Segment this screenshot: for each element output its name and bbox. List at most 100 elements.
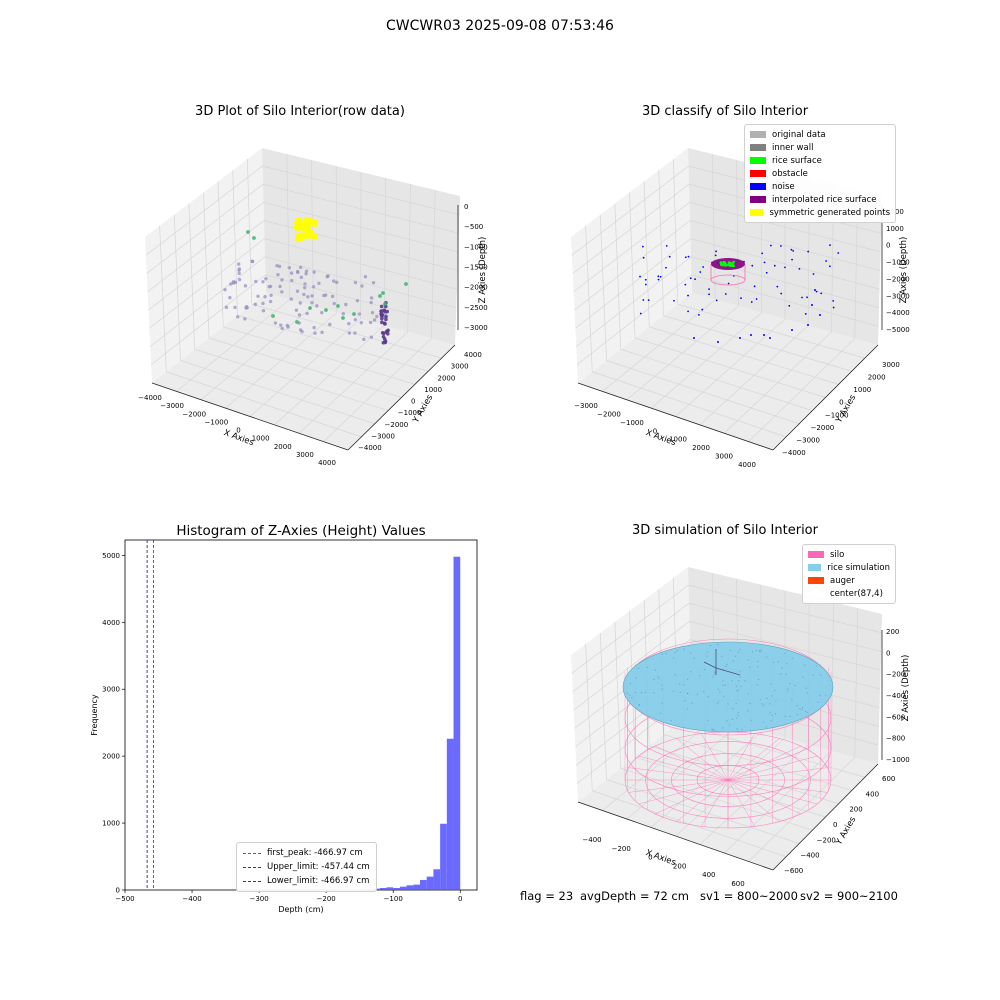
x-tick-label: −500	[115, 895, 134, 903]
scatter-point	[380, 330, 385, 335]
rice-surface-point	[719, 261, 723, 264]
z-tick-label: −1000	[886, 756, 910, 764]
rice-grid-dot	[777, 661, 780, 663]
scatter-point	[277, 264, 282, 269]
rice-grid-dot	[806, 692, 808, 694]
scatter-point	[276, 273, 280, 277]
sv1-text: sv1 = 800~2000	[700, 889, 798, 903]
noise-point	[791, 329, 793, 331]
noise-point	[687, 294, 689, 297]
scatter-point	[297, 233, 304, 239]
rice-grid-dot	[706, 651, 708, 653]
scatter-point	[298, 265, 303, 270]
y-tick-label: −1000	[398, 409, 422, 417]
scatter-point	[317, 281, 321, 285]
x-tick-label: −400	[182, 895, 201, 903]
noise-point	[727, 282, 730, 285]
rice-surface	[622, 641, 834, 733]
y-tick-label: 1000	[424, 386, 442, 394]
scatter-point	[382, 337, 387, 341]
noise-point	[639, 312, 642, 315]
y-tick-label: 3000	[451, 363, 469, 371]
rice-grid-dot	[729, 724, 731, 726]
x-tick-label: 0	[458, 895, 462, 903]
rice-grid-dot	[676, 650, 678, 652]
rice-grid-dot	[799, 708, 801, 710]
scatter-point	[380, 320, 384, 325]
rice-grid-dot	[804, 710, 807, 713]
grid-line	[146, 183, 264, 274]
scatter-point	[289, 271, 294, 275]
rice-surface-point	[722, 260, 726, 264]
legend-item-silo: silo	[808, 548, 890, 561]
z-tick-label: −800	[886, 735, 905, 743]
rice-grid-dot	[653, 678, 655, 681]
rice-grid-dot	[786, 663, 788, 665]
rice-grid-dot	[706, 655, 708, 657]
scatter-point	[253, 302, 258, 307]
rice-grid-dot	[724, 684, 726, 686]
x-tick-label: 3000	[715, 453, 733, 461]
rice-grid-dot	[690, 670, 692, 673]
y-tick-label: −200	[817, 836, 836, 844]
scatter-point	[295, 237, 301, 243]
noise-point	[665, 244, 668, 247]
noise-point	[820, 292, 823, 295]
scatter-point	[332, 279, 336, 283]
y-axis-label: Frequency	[90, 694, 99, 736]
rice-grid-dot	[687, 678, 689, 680]
x-tick-label: 2000	[692, 444, 710, 452]
z-tick-label: 200	[886, 628, 899, 636]
scatter-point	[261, 301, 265, 306]
y-tick-label: 4000	[102, 619, 120, 627]
scatter-point	[296, 270, 300, 275]
grid-line	[223, 326, 415, 385]
grid-line	[232, 170, 238, 316]
scatter-point	[313, 331, 317, 335]
scatter-point	[368, 320, 373, 325]
noise-point	[657, 275, 660, 278]
rice-grid-dot	[629, 694, 631, 696]
z-tick-label: −1000	[464, 243, 488, 251]
noise-point	[699, 271, 702, 273]
scatter-point	[275, 263, 279, 268]
rice-grid-dot	[712, 676, 714, 678]
z-tick-label: −2000	[886, 275, 910, 283]
scatter-point	[263, 295, 267, 299]
y-tick-label: 1000	[853, 386, 871, 394]
rice-grid-dot	[679, 683, 681, 685]
silo-wire	[727, 767, 828, 781]
grid-line	[263, 202, 459, 253]
scatter-point	[357, 312, 362, 316]
grid-line	[663, 734, 852, 791]
y-axis-line	[347, 344, 456, 451]
rice-grid-dot	[757, 678, 760, 680]
grid-line	[689, 621, 881, 671]
noise-point	[788, 304, 791, 307]
silo-wire	[676, 738, 729, 781]
rice-surface-point	[726, 263, 730, 267]
rice-grid-dot	[756, 649, 758, 652]
grid-line	[298, 331, 408, 434]
scatter-point	[305, 225, 311, 231]
rice-grid-dot	[772, 714, 774, 716]
noise-point	[715, 299, 718, 302]
noise-point	[776, 285, 779, 288]
y-tick-label: 0	[833, 821, 837, 829]
x-tick-label: 0	[648, 854, 652, 862]
histogram-bar	[426, 876, 434, 890]
x-tick-label: 600	[731, 880, 744, 888]
noise-point	[750, 334, 752, 336]
noise-point	[832, 306, 835, 309]
rice-grid-dot	[817, 701, 819, 703]
scatter-point	[224, 305, 229, 310]
z-tick-label: −200	[886, 671, 905, 679]
noise-point	[828, 265, 831, 268]
noise-point	[644, 278, 647, 281]
scatter-point	[347, 331, 352, 335]
grid-line	[649, 326, 839, 385]
x-tick-label: 1000	[252, 435, 270, 443]
rice-grid-dot	[722, 685, 724, 687]
x-tick-label: −100	[384, 895, 403, 903]
y-tick-label: 0	[411, 398, 415, 406]
